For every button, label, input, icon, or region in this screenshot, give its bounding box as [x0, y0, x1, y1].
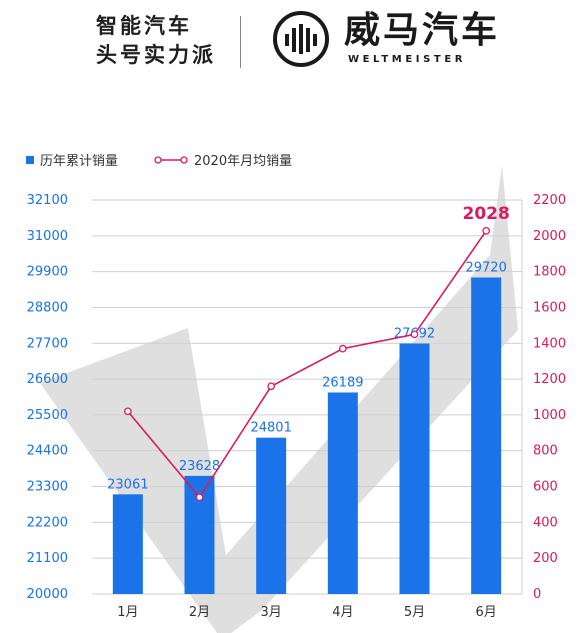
tagline: 智能汽车 头号实力派: [96, 12, 216, 70]
right-axis-tick-label: 800: [533, 444, 558, 459]
brand-name-cn: 威马汽车: [344, 10, 501, 51]
left-axis-tick-label: 22200: [27, 515, 68, 530]
bar: [112, 494, 143, 594]
right-axis-tick-label: 2000: [533, 229, 566, 244]
line-point: [338, 344, 347, 353]
left-axis-tick-label: 20000: [27, 587, 68, 602]
right-axis-tick-label: 1600: [533, 300, 566, 315]
bar-data-label: 23061: [107, 477, 148, 492]
header-divider: [240, 16, 241, 68]
left-axis-tick-label: 29900: [27, 265, 68, 280]
bar-data-label: 24801: [250, 421, 291, 436]
x-axis-tick-label: 6月: [476, 605, 497, 620]
right-axis-tick-label: 400: [533, 515, 558, 530]
left-axis-tick-label: 31000: [27, 229, 68, 244]
tagline-line-1: 智能汽车: [96, 14, 192, 38]
right-axis-tick-label: 200: [533, 551, 558, 566]
right-axis-tick-label: 1400: [533, 336, 566, 351]
bar-data-label: 23628: [179, 459, 220, 474]
line-highlight-label: 2028: [463, 204, 510, 224]
legend-bar-label: 历年累计销量: [40, 154, 119, 169]
checkmark-backdrop-shape: [40, 165, 518, 633]
legend-item-line: 2020年月均销量: [154, 150, 292, 169]
left-axis-tick-label: 24400: [27, 444, 68, 459]
right-axis-tick-label: 1000: [533, 408, 566, 423]
right-axis-tick-label: 1200: [533, 372, 566, 387]
weltmeister-logo-icon: [273, 11, 329, 67]
line-point: [123, 407, 132, 416]
line-point: [195, 493, 204, 502]
left-axis-tick-label: 27700: [27, 336, 68, 351]
tagline-line-2: 头号实力派: [96, 43, 216, 67]
x-axis-tick-label: 4月: [332, 605, 353, 620]
left-axis-tick-label: 26600: [27, 372, 68, 387]
left-axis-tick-label: 21100: [27, 551, 68, 566]
legend-line-label: 2020年月均销量: [194, 154, 293, 169]
bar: [471, 277, 502, 594]
left-axis-tick-label: 25500: [27, 408, 68, 423]
x-axis-tick-label: 5月: [404, 605, 425, 620]
line-point: [267, 382, 276, 391]
monthly-average-line: [127, 230, 487, 499]
line-point: [410, 330, 419, 339]
legend-bar-swatch: [26, 155, 34, 164]
brand-name-en: WELTMEISTER: [348, 54, 467, 65]
legend-item-bars: 历年累计销量: [26, 150, 118, 169]
bar-data-label: 29720: [465, 260, 506, 275]
bar: [327, 392, 358, 594]
right-axis-tick-label: 2200: [533, 193, 566, 208]
right-axis-tick-label: 1800: [533, 265, 566, 280]
line-point: [482, 226, 491, 235]
bar: [256, 437, 287, 594]
x-axis-tick-label: 2月: [189, 605, 210, 620]
bar: [399, 343, 430, 594]
brand-header: 智能汽车 头号实力派 威马汽车 WELTMEISTER: [0, 0, 579, 95]
x-axis-tick-label: 3月: [261, 605, 282, 620]
right-axis-tick-label: 600: [533, 480, 558, 495]
x-axis-tick-label: 1月: [117, 605, 138, 620]
left-axis-tick-label: 28800: [27, 300, 68, 315]
right-axis-tick-label: 0: [533, 587, 541, 602]
legend-line-swatch: [154, 155, 188, 164]
left-axis-tick-label: 23300: [27, 480, 68, 495]
bar-data-label: 26189: [322, 375, 363, 390]
left-axis-tick-label: 32100: [27, 193, 68, 208]
